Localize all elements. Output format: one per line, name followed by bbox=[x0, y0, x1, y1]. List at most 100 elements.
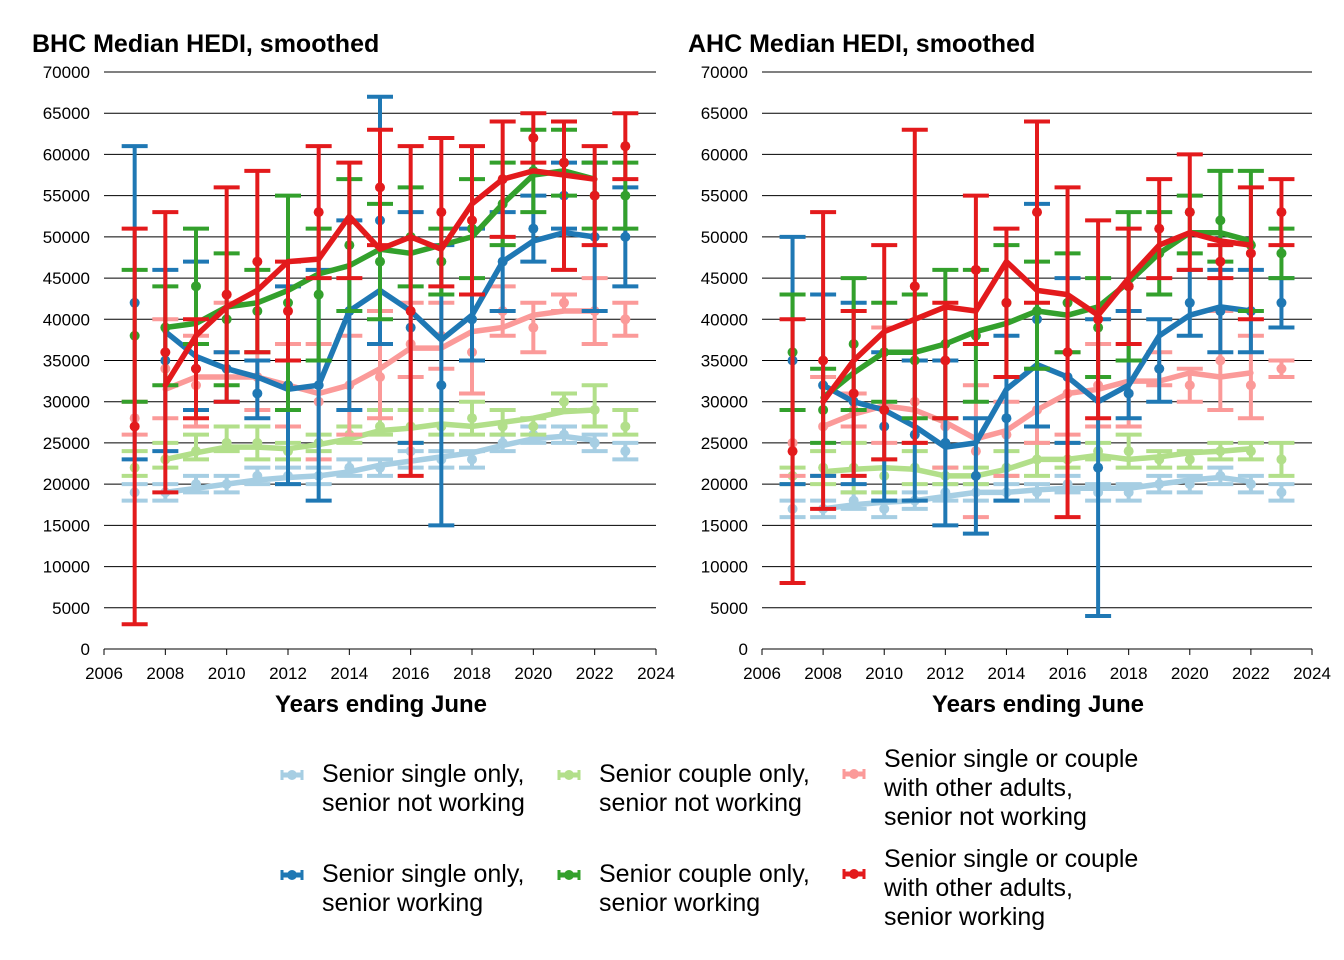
legend: Senior single only, senior not working Sen… bbox=[270, 745, 1200, 945]
x-tick-label: 2006 bbox=[743, 664, 781, 683]
y-tick-label: 65000 bbox=[701, 104, 748, 123]
x-tick-label: 2008 bbox=[146, 664, 184, 683]
data-point bbox=[528, 223, 539, 234]
data-point bbox=[283, 306, 293, 317]
x-tick-label: 2010 bbox=[208, 664, 246, 683]
data-point bbox=[1276, 248, 1287, 259]
series-s_other_working bbox=[121, 111, 639, 627]
data-point bbox=[1276, 207, 1287, 218]
data-point bbox=[559, 297, 569, 308]
y-tick-label: 35000 bbox=[701, 352, 748, 371]
data-point bbox=[1032, 207, 1042, 218]
data-point bbox=[1154, 223, 1165, 234]
data-point bbox=[1245, 248, 1256, 259]
data-point bbox=[620, 446, 631, 457]
legend-label: Senior single or couple with other adults… bbox=[884, 745, 1139, 831]
data-point bbox=[1184, 207, 1195, 218]
y-tick-label: 0 bbox=[739, 640, 748, 659]
legend-key bbox=[557, 770, 581, 780]
data-point bbox=[620, 421, 631, 432]
y-tick-label: 25000 bbox=[43, 434, 90, 453]
y-tick-label: 65000 bbox=[43, 104, 90, 123]
x-tick-label: 2024 bbox=[1293, 664, 1331, 683]
data-point bbox=[1123, 446, 1134, 457]
y-tick-label: 60000 bbox=[701, 145, 748, 164]
data-point bbox=[436, 207, 447, 218]
x-tick-label: 2018 bbox=[453, 664, 491, 683]
data-point bbox=[467, 215, 477, 226]
data-point bbox=[160, 347, 171, 358]
legend-key bbox=[280, 770, 304, 780]
data-point bbox=[1001, 297, 1012, 308]
data-point bbox=[787, 446, 798, 457]
x-tick-label: 2022 bbox=[576, 664, 614, 683]
y-tick-label: 0 bbox=[81, 640, 90, 659]
data-point bbox=[467, 413, 477, 424]
legend-label: Senior single only, senior working bbox=[322, 860, 525, 917]
legend-item-s_other_not_working: Senior single or couple with other adults… bbox=[842, 745, 1138, 832]
x-tick-label: 2008 bbox=[804, 664, 842, 683]
y-tick-label: 40000 bbox=[701, 310, 748, 329]
data-point bbox=[1276, 487, 1287, 498]
y-tick-label: 50000 bbox=[43, 228, 90, 247]
y-tick-label: 55000 bbox=[43, 187, 90, 206]
x-tick-label: 2020 bbox=[1171, 664, 1209, 683]
x-tick-label: 2016 bbox=[392, 664, 430, 683]
y-tick-label: 70000 bbox=[43, 63, 90, 82]
y-tick-label: 60000 bbox=[43, 145, 90, 164]
legend-label: Senior couple only, senior working bbox=[599, 860, 810, 917]
x-tick-label: 2012 bbox=[269, 664, 307, 683]
data-point bbox=[1215, 355, 1226, 366]
smoothed-line bbox=[162, 308, 598, 397]
y-tick-label: 50000 bbox=[701, 228, 748, 247]
data-point bbox=[1215, 215, 1226, 226]
data-point bbox=[252, 256, 263, 267]
chart-panel-2: AHC Median HEDI, smoothed 0 5000 10000 15000… bbox=[688, 30, 1331, 718]
data-point bbox=[528, 421, 539, 432]
data-point bbox=[620, 141, 631, 152]
data-point bbox=[375, 371, 385, 382]
y-tick-label: 45000 bbox=[43, 269, 90, 288]
data-point bbox=[1215, 256, 1226, 267]
smoothed-line bbox=[162, 433, 598, 496]
data-point bbox=[1276, 454, 1287, 465]
y-tick-label: 30000 bbox=[43, 393, 90, 412]
y-tick-label: 5000 bbox=[710, 599, 748, 618]
x-axis-label: Years ending June bbox=[275, 691, 487, 718]
data-point bbox=[1154, 363, 1165, 374]
data-point bbox=[1123, 388, 1134, 399]
data-point bbox=[528, 132, 539, 143]
legend-item-s_single_working: Senior single only, senior working bbox=[280, 860, 524, 918]
smoothed-line bbox=[162, 407, 598, 463]
data-point bbox=[252, 388, 263, 399]
series-s_other_working bbox=[779, 119, 1295, 586]
y-tick-label: 15000 bbox=[701, 516, 748, 535]
data-point bbox=[1276, 363, 1287, 374]
y-tick-label: 35000 bbox=[43, 352, 90, 371]
data-point bbox=[1062, 347, 1073, 358]
data-point bbox=[1276, 297, 1287, 308]
legend-item-s_couple_not_working: Senior couple only, senior not working bbox=[557, 760, 810, 818]
y-tick-label: 55000 bbox=[701, 187, 748, 206]
data-point bbox=[528, 322, 539, 333]
series-s_single_not_working bbox=[121, 424, 639, 503]
y-tick-label: 70000 bbox=[701, 63, 748, 82]
legend-item-s_other_working: Senior single or couple with other adults… bbox=[842, 845, 1138, 932]
legend-key bbox=[557, 870, 581, 880]
y-tick-label: 20000 bbox=[43, 475, 90, 494]
legend-label: Senior single or couple with other adults… bbox=[884, 845, 1139, 931]
y-tick-label: 40000 bbox=[43, 310, 90, 329]
x-tick-label: 2010 bbox=[865, 664, 903, 683]
x-tick-label: 2022 bbox=[1232, 664, 1270, 683]
data-point bbox=[940, 355, 951, 366]
data-point bbox=[559, 396, 569, 407]
data-point bbox=[620, 231, 631, 242]
y-tick-label: 15000 bbox=[43, 516, 90, 535]
y-tick-label: 30000 bbox=[701, 393, 748, 412]
data-point bbox=[467, 454, 477, 465]
y-tick-label: 25000 bbox=[701, 434, 748, 453]
data-point bbox=[1001, 413, 1012, 424]
data-point bbox=[1093, 462, 1104, 473]
data-point bbox=[1184, 380, 1195, 391]
